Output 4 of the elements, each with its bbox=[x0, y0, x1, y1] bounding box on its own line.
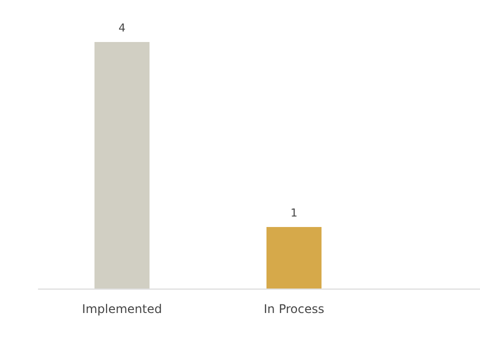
data-label: 1 bbox=[290, 206, 298, 220]
x-tick-label: In Process bbox=[264, 302, 324, 316]
x-tick-label: Implemented bbox=[82, 302, 162, 316]
data-label: 4 bbox=[118, 21, 126, 34]
